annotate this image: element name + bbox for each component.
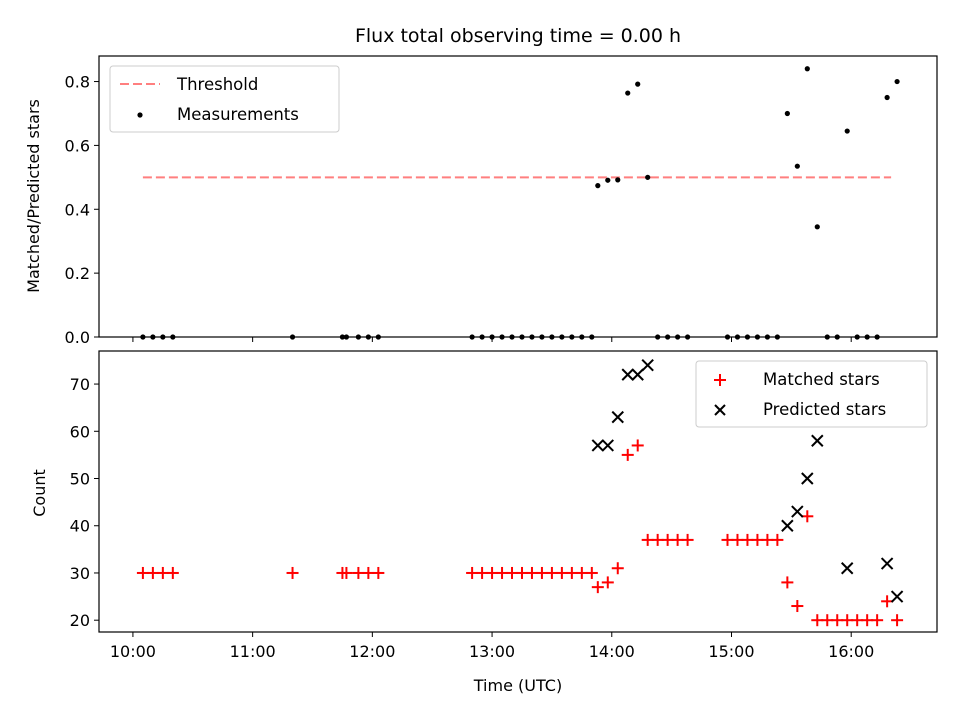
predicted-stars-point xyxy=(791,505,804,518)
measurement-point xyxy=(615,177,621,183)
bottom-y-axis-label: Count xyxy=(30,469,49,517)
matched-stars-point xyxy=(372,566,385,579)
bottom-legend-box xyxy=(695,360,928,428)
bottom-x-axis: 10:00 11:00 12:00 13:00 14:00 15:00 16:00 xyxy=(110,632,874,661)
measurement-point xyxy=(645,174,651,180)
top-y-tick-label: 0.2 xyxy=(65,264,90,283)
matched-stars-point xyxy=(791,600,804,613)
x-tick-label: 11:00 xyxy=(230,642,276,661)
bottom-y-axis: 20 30 40 50 60 70 xyxy=(70,375,99,630)
bottom-plot-frame xyxy=(98,350,938,633)
matched-stars-point xyxy=(611,562,624,575)
x-tick-label: 10:00 xyxy=(110,642,156,661)
matched-stars-point xyxy=(621,448,634,461)
bottom-y-tick-label: 20 xyxy=(70,611,90,630)
top-y-tick-label: 0.4 xyxy=(65,200,90,219)
matched-stars-point xyxy=(891,614,904,627)
measurement-point xyxy=(784,110,790,117)
top-x-axis xyxy=(132,337,852,342)
matched-stars-point xyxy=(585,566,598,579)
legend-matched-label: Matched stars xyxy=(763,370,880,389)
measurement-point xyxy=(884,94,890,101)
bottom-y-tick-label: 30 xyxy=(70,564,90,583)
legend-measurements-swatch xyxy=(137,112,143,118)
matched-stars-point xyxy=(591,581,604,594)
predicted-stars-point xyxy=(611,410,624,424)
predicted-stars-point xyxy=(631,368,644,381)
matched-stars-point xyxy=(340,566,353,579)
top-y-tick-label: 0.0 xyxy=(65,328,90,347)
top-plot-frame xyxy=(98,55,938,338)
measurement-point xyxy=(605,177,611,183)
bottom-legend: Matched stars Predicted stars xyxy=(695,360,928,428)
legend-threshold-label: Threshold xyxy=(176,75,258,94)
measurement-point xyxy=(804,66,810,72)
legend-matched-swatch xyxy=(714,374,726,386)
top-chart-title: Flux total observing time = 0.00 h xyxy=(355,25,681,47)
predicted-stars-point xyxy=(621,368,634,381)
bottom-plot-panel: 20 30 40 50 60 70 10:00 11:00 12:00 13:00 14:00 15… xyxy=(30,350,938,695)
top-legend: Threshold Measurements xyxy=(109,65,340,133)
predicted-stars-point xyxy=(601,439,614,452)
bottom-y-tick-label: 60 xyxy=(70,422,90,441)
legend-measurements-label: Measurements xyxy=(177,105,299,124)
measurement-point xyxy=(794,163,800,169)
top-y-tick-label: 0.6 xyxy=(65,136,90,155)
legend-predicted-label: Predicted stars xyxy=(763,400,886,419)
legend-predicted-swatch xyxy=(714,404,726,416)
measurement-point xyxy=(635,81,641,87)
bottom-plot-marks xyxy=(136,358,904,627)
matched-stars-point xyxy=(286,566,299,579)
x-tick-label: 13:00 xyxy=(469,642,515,661)
predicted-stars-point xyxy=(841,562,854,575)
series-predicted-stars xyxy=(591,358,904,603)
predicted-stars-point xyxy=(880,557,894,570)
bottom-y-tick-label: 40 xyxy=(70,517,90,536)
measurement-point xyxy=(595,183,601,189)
top-y-tick-label: 0.8 xyxy=(65,73,90,92)
measurement-point xyxy=(814,224,820,230)
predicted-stars-point xyxy=(811,434,824,447)
matched-stars-point xyxy=(771,533,784,546)
x-axis-label: Time (UTC) xyxy=(473,676,562,695)
bottom-y-tick-label: 70 xyxy=(70,375,90,394)
measurement-point xyxy=(844,128,850,134)
predicted-stars-point xyxy=(591,439,605,452)
matched-stars-point xyxy=(601,576,614,589)
top-y-axis-label: Matched/Predicted stars xyxy=(24,99,43,293)
x-tick-label: 14:00 xyxy=(589,642,635,661)
predicted-stars-point xyxy=(781,519,794,532)
measurement-point xyxy=(894,78,900,85)
bottom-y-tick-label: 50 xyxy=(70,470,90,489)
matched-stars-point xyxy=(166,566,179,579)
top-legend-box xyxy=(109,65,340,133)
matched-stars-point xyxy=(781,576,794,589)
matched-stars-point xyxy=(631,439,644,452)
x-tick-label: 12:00 xyxy=(349,642,395,661)
matched-stars-point xyxy=(871,614,884,627)
x-tick-label: 16:00 xyxy=(828,642,874,661)
predicted-stars-point xyxy=(641,358,654,372)
predicted-stars-point xyxy=(890,590,904,603)
x-tick-label: 15:00 xyxy=(708,642,754,661)
predicted-stars-point xyxy=(801,472,814,485)
matched-stars-point xyxy=(681,533,694,546)
top-plot-panel: 0.00.20.40.60.8 Matched/Predicted stars … xyxy=(24,55,938,347)
top-y-axis: 0.0 0.2 0.4 0.6 0.8 xyxy=(65,73,99,347)
measurement-point xyxy=(625,90,631,96)
